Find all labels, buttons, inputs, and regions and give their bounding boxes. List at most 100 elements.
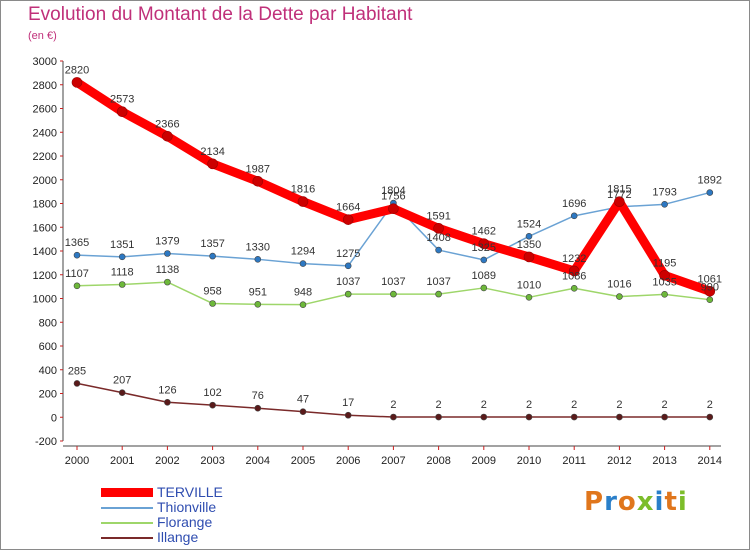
legend-item-illange: Illange: [101, 530, 301, 545]
x-tick-label: 2009: [472, 455, 496, 467]
brand-letter: x: [636, 487, 655, 517]
data-point-florange: [480, 284, 488, 292]
data-point-terville: [252, 175, 264, 187]
legend-swatch: [101, 488, 153, 497]
data-label-florange: 958: [203, 285, 221, 297]
brand-letter: P: [584, 487, 605, 517]
data-label-terville: 1756: [381, 191, 405, 203]
y-tick-label: 200: [39, 389, 57, 401]
data-point-terville: [342, 214, 354, 225]
data-point-illange: [118, 389, 126, 396]
data-point-illange: [706, 413, 714, 421]
data-label-thionville: 1524: [517, 218, 541, 230]
data-label-thionville: 1351: [110, 239, 134, 251]
data-point-illange: [616, 413, 623, 421]
data-label-terville: 1816: [291, 184, 315, 196]
data-point-terville: [614, 196, 625, 208]
data-label-florange: 1089: [472, 270, 496, 282]
data-label-terville: 2820: [65, 64, 89, 76]
legend: TERVILLE Thionville Florange Illange: [101, 485, 301, 545]
data-label-thionville: 1379: [155, 235, 179, 247]
data-label-florange: 1037: [336, 276, 360, 288]
x-tick-label: 2006: [336, 455, 360, 467]
y-tick-label: 2200: [33, 151, 57, 163]
data-point-thionville: [299, 260, 307, 267]
x-tick-label: 2014: [698, 455, 722, 467]
data-point-thionville: [480, 256, 488, 264]
x-tick-label: 2007: [381, 455, 405, 467]
data-point-thionville: [525, 232, 533, 240]
data-label-florange: 1035: [652, 276, 676, 288]
legend-label: Thionville: [157, 499, 217, 515]
data-point-terville: [523, 251, 535, 263]
data-label-thionville: 1294: [291, 246, 315, 258]
data-label-illange: 47: [297, 394, 309, 406]
legend-label: Florange: [157, 514, 213, 530]
data-point-terville: [71, 77, 83, 88]
data-label-florange: 1107: [65, 268, 89, 280]
data-label-florange: 1010: [517, 279, 541, 291]
legend-label: TERVILLE: [157, 484, 223, 500]
legend-swatch: [101, 536, 153, 539]
data-point-illange: [299, 408, 307, 415]
data-label-florange: 1138: [156, 264, 180, 276]
data-label-terville: 1195: [653, 257, 677, 269]
data-point-terville: [388, 203, 399, 215]
legend-swatch: [101, 521, 153, 524]
data-point-florange: [209, 300, 216, 307]
x-tick-label: 2013: [652, 455, 676, 467]
y-tick-label: 2400: [33, 127, 57, 139]
data-point-terville: [297, 196, 309, 207]
data-label-illange: 102: [203, 387, 221, 399]
x-tick-label: 2004: [246, 455, 270, 467]
data-point-thionville: [209, 252, 216, 260]
data-label-terville: 1815: [607, 184, 631, 196]
data-label-illange: 2: [707, 399, 713, 411]
data-point-florange: [73, 282, 81, 290]
data-point-thionville: [570, 212, 578, 220]
y-tick-label: 400: [39, 365, 57, 377]
data-label-illange: 2: [436, 399, 442, 411]
data-label-illange: 76: [252, 390, 264, 402]
legend-item-florange: Florange: [101, 515, 301, 530]
brand-letter: o: [617, 487, 637, 517]
data-point-florange: [435, 290, 442, 298]
data-point-thionville: [254, 256, 262, 263]
legend-swatch: [101, 506, 153, 509]
data-label-illange: 2: [662, 399, 668, 411]
data-point-terville: [659, 270, 670, 281]
brand-letter: i: [677, 487, 688, 517]
y-tick-label: 1800: [33, 199, 57, 211]
y-tick-label: 1600: [33, 222, 57, 234]
data-point-thionville: [164, 250, 171, 257]
data-label-florange: 1037: [381, 276, 405, 288]
data-point-illange: [661, 413, 668, 421]
data-label-thionville: 1325: [472, 242, 496, 254]
x-tick-label: 2002: [155, 455, 179, 467]
x-tick-label: 2011: [562, 455, 586, 467]
data-label-thionville: 1408: [426, 232, 450, 244]
x-tick-label: 2012: [607, 455, 631, 467]
data-label-thionville: 1696: [562, 198, 586, 210]
data-label-terville: 1350: [517, 239, 541, 251]
data-label-thionville: 1772: [607, 189, 631, 201]
data-label-thionville: 1892: [698, 175, 722, 187]
chart-subtitle: (en €): [28, 30, 57, 42]
legend-item-thionville: Thionville: [101, 500, 301, 515]
data-point-terville: [478, 238, 490, 249]
data-label-thionville: 1330: [246, 241, 270, 253]
data-point-illange: [570, 413, 578, 421]
data-label-florange: 951: [249, 286, 267, 298]
data-point-illange: [254, 404, 262, 412]
data-point-florange: [706, 296, 714, 303]
brand-logo: Proxiti: [584, 487, 688, 517]
data-point-florange: [390, 290, 397, 298]
y-tick-label: 800: [39, 317, 57, 329]
chart-title: Evolution du Montant de la Dette par Hab…: [28, 4, 413, 25]
legend-item-terville: TERVILLE: [101, 485, 301, 500]
data-label-florange: 1118: [111, 266, 134, 278]
data-label-illange: 2: [526, 399, 532, 411]
data-point-illange: [73, 380, 81, 387]
